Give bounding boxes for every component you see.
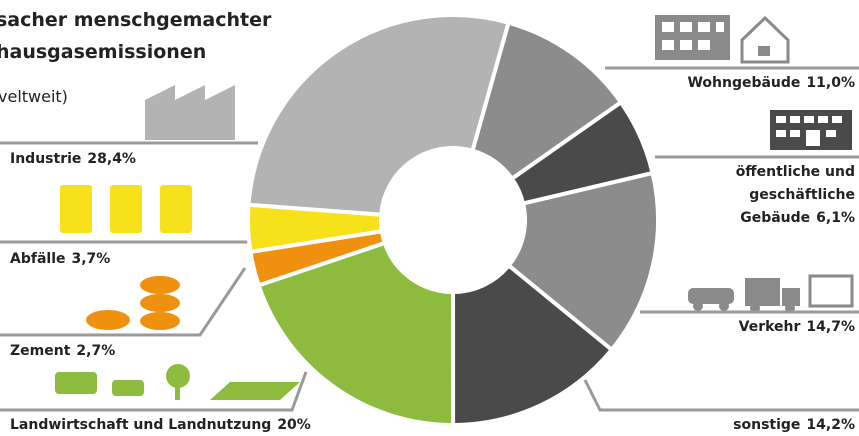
icon [808,274,854,308]
category-name: Zement [10,343,71,359]
leader-line [0,267,247,337]
slice-label: Abfälle 3,7% [10,251,110,267]
value-label: 3,7% [72,251,111,267]
icon [688,288,734,304]
donut-slice [505,170,660,353]
category-name: sonstige [733,417,800,433]
icon [86,310,130,330]
slice-label: geschäftliche [749,187,855,203]
category-name: geschäftliche [749,187,855,203]
category-name: öffentliche und [736,164,855,180]
slice-label: Wohngebäude 11,0% [687,75,855,91]
icon [160,185,192,233]
slice-label: Verkehr 14,7% [739,319,855,335]
icon [758,46,770,56]
icon [745,278,780,306]
donut-slice [451,262,615,428]
donut-slice [256,240,456,428]
icon [145,85,235,140]
leader-line [0,371,308,412]
slice-label: Industrie 28,4% [10,151,136,167]
slice-label: sonstige 14,2% [733,417,855,433]
category-name: Abfälle [10,251,66,267]
title-line: hausgasemissionen [0,41,206,63]
icon [55,372,97,394]
donut-slice [246,13,511,217]
category-name: Wohngebäude [687,75,800,91]
icon [655,15,730,60]
value-label: 14,2% [806,417,855,433]
slice-label: Gebäude 6,1% [740,210,855,226]
icon [740,15,790,64]
category-name: Gebäude [740,210,810,226]
slice-label: Landwirtschaft und Landnutzung 20% [10,417,311,433]
value-label: 20% [277,417,311,433]
subtitle: veltweit) [0,87,68,106]
value-label: 11,0% [806,75,855,91]
title-line: sacher menschgemachter [0,9,272,31]
value-label: 2,7% [76,343,115,359]
category-name: Landwirtschaft und Landnutzung [10,417,271,433]
category-name: Verkehr [739,319,801,335]
icons [55,15,854,400]
value-label: 14,7% [806,319,855,335]
category-name: Industrie [10,151,81,167]
leader-line [583,379,859,412]
value-label: 6,1% [816,210,855,226]
value-label: 28,4% [87,151,136,167]
slice-label: Zement 2,7% [10,343,115,359]
icon [110,185,142,233]
slice-label: öffentliche und [736,164,855,180]
icon [60,185,92,233]
donut-slice [470,20,624,182]
icon [782,288,800,306]
